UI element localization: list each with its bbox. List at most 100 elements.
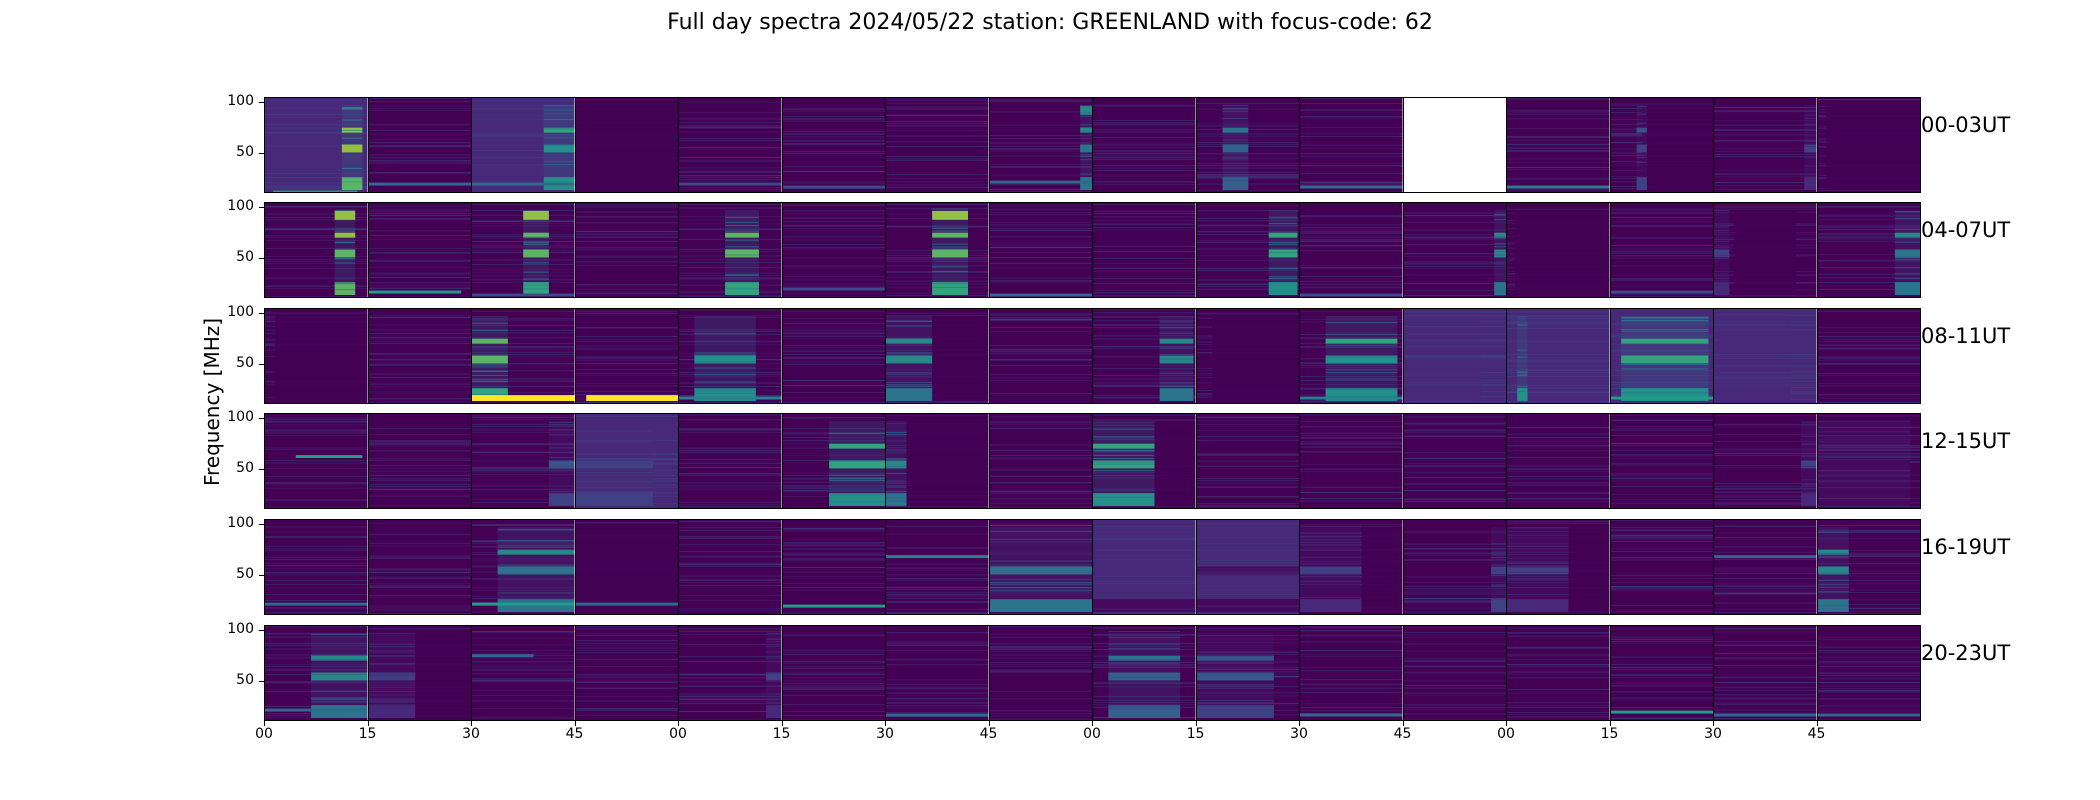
spectrum-striation — [1300, 239, 1403, 240]
spectrum-striation — [1196, 135, 1299, 137]
spectrum-striation — [1507, 178, 1610, 180]
spectrum-striation — [989, 647, 1092, 648]
burst-striation — [1636, 131, 1647, 133]
spectrum-panel — [885, 308, 990, 404]
spectrum-background — [265, 414, 368, 508]
spectrum-striation — [1300, 526, 1403, 527]
spectrum-striation — [989, 155, 1092, 157]
burst-band — [1108, 705, 1181, 719]
spectrum-panel — [885, 413, 990, 509]
burst-striation — [886, 466, 907, 468]
spectrum-striation — [472, 106, 575, 107]
spectrum-striation — [368, 316, 471, 318]
spectrum-striation — [782, 558, 885, 560]
spectrum-striation — [1403, 265, 1506, 267]
spectrum-striation — [472, 118, 575, 119]
spectrum-striation — [575, 265, 678, 266]
spectrum-striation — [679, 118, 782, 120]
spectrum-striation — [1714, 609, 1817, 610]
spectrum-striation — [1196, 430, 1299, 432]
burst-striation — [1268, 242, 1297, 244]
burst-band — [1493, 249, 1506, 258]
rfi-band — [782, 287, 885, 291]
spectrum-striation — [989, 358, 1092, 360]
burst-striation — [1894, 257, 1920, 259]
burst-glow — [1196, 526, 1299, 613]
burst-band — [1620, 355, 1708, 364]
spectrum-quiet-region — [1825, 104, 1920, 191]
spectrum-striation — [989, 698, 1092, 700]
spectrum-striation — [886, 712, 989, 714]
spectrum-striation — [782, 350, 885, 352]
spectrum-striation — [679, 125, 782, 127]
spectrum-quiet-region — [906, 420, 989, 507]
spectrum-striation — [1093, 424, 1196, 426]
spectrum-striation — [886, 158, 989, 160]
spectrum-striation — [1714, 504, 1817, 506]
spectrum-background — [1610, 520, 1713, 614]
spectrum-striation — [1714, 704, 1817, 705]
spectrum-striation — [989, 455, 1092, 456]
spectrum-striation — [782, 118, 885, 120]
spectrum-background — [679, 414, 782, 508]
burst-striation — [368, 684, 415, 686]
spectrum-striation — [1714, 628, 1817, 630]
spectrum-striation — [1093, 397, 1196, 399]
spectrum-striation — [368, 273, 471, 275]
spectrum-striation — [368, 154, 471, 156]
spectrum-panel — [574, 413, 679, 509]
spectrum-striation — [472, 379, 575, 381]
spectrum-striation — [1817, 347, 1920, 349]
spectrum-heatmap — [1817, 414, 1920, 508]
burst-striation — [1222, 158, 1248, 160]
spectrum-striation — [1507, 582, 1610, 584]
burst-band — [828, 460, 885, 469]
burst-striation — [1493, 251, 1506, 253]
burst-striation — [766, 639, 782, 641]
spectrum-striation — [782, 417, 885, 418]
burst-striation — [1403, 330, 1481, 332]
burst-striation — [1196, 527, 1299, 529]
spectrum-striation — [782, 276, 885, 277]
spectrum-striation — [575, 710, 678, 712]
y-tick — [259, 152, 264, 154]
burst-striation — [368, 675, 415, 677]
spectrum-striation — [1403, 264, 1506, 266]
spectrum-striation — [1507, 146, 1610, 148]
spectrum-striation — [1093, 155, 1196, 157]
spectrum-striation — [1093, 158, 1196, 160]
spectrum-striation — [1196, 141, 1299, 143]
spectrum-striation — [1507, 677, 1610, 679]
spectrum-striation — [368, 488, 471, 490]
spectrum-striation — [679, 527, 782, 529]
spectrum-striation — [1403, 261, 1506, 263]
spectrum-striation — [1817, 446, 1920, 448]
spectrum-striation — [989, 224, 1092, 226]
spectrum-striation — [1196, 416, 1299, 418]
spectrum-striation — [1507, 493, 1610, 494]
spectrum-background — [989, 203, 1092, 297]
spectrum-striation — [679, 556, 782, 558]
spectrum-striation — [679, 138, 782, 140]
spectrum-striation — [1196, 460, 1299, 462]
spectrum-striation — [1403, 274, 1506, 276]
spectrum-striation — [575, 714, 678, 716]
spectrum-striation — [1507, 328, 1610, 330]
spectrum-heatmap — [1610, 203, 1713, 297]
spectrum-striation — [472, 596, 575, 597]
spectrum-striation — [1300, 109, 1403, 111]
spectrum-striation — [782, 225, 885, 226]
spectrum-striation — [1300, 401, 1403, 403]
spectrum-striation — [1610, 663, 1713, 665]
x-tick-label: 15 — [1186, 726, 1205, 742]
spectrum-striation — [265, 648, 368, 650]
spectrum-striation — [989, 377, 1092, 379]
spectrum-striation — [1093, 223, 1196, 225]
spectrum-striation — [782, 354, 885, 355]
spectrum-striation — [1403, 636, 1506, 638]
spectrum-striation — [989, 553, 1092, 555]
spectrum-striation — [782, 133, 885, 135]
spectrum-striation — [1093, 582, 1196, 584]
spectrum-striation — [1403, 452, 1506, 454]
burst-striation — [1817, 531, 1849, 533]
